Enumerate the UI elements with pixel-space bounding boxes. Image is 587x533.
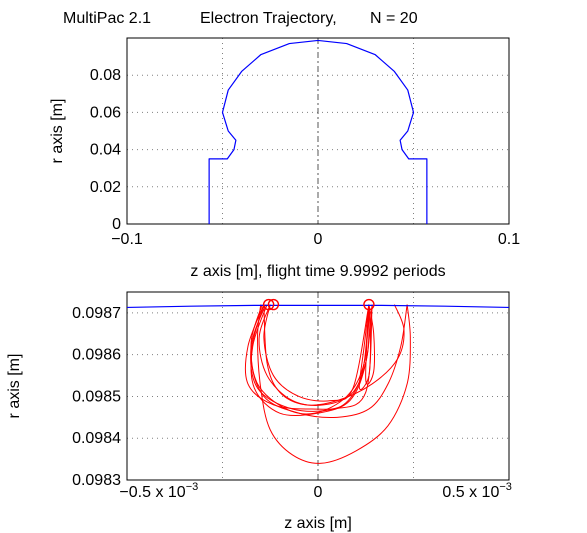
- top-y-tick-label: 0: [112, 216, 121, 233]
- top-y-tick-label: 0.08: [90, 67, 121, 84]
- bottom-y-tick-label: 0.0983: [72, 472, 121, 489]
- plot-title: Electron Trajectory,: [200, 10, 337, 27]
- bottom-x-tick-label: −0.5 x 10−3: [119, 481, 198, 501]
- app-title: MultiPac 2.1: [63, 10, 151, 27]
- electron-trajectory-line: [358, 304, 372, 390]
- top-grid: [127, 38, 509, 224]
- top-x-tick-label: 0.1: [498, 231, 520, 248]
- impact-marker: [262, 298, 275, 311]
- electron-trajectory-line: [250, 304, 408, 418]
- bottom-y-axis-label: r axis [m]: [6, 354, 23, 419]
- bottom-plot: 0.0983 0.0984 0.0985 0.0986 0.0987 −0.5 x 10−…: [6, 291, 512, 532]
- top-plot-frame: [126, 37, 510, 225]
- impact-marker: [363, 298, 375, 311]
- top-y-tick-label: 0.02: [90, 179, 121, 196]
- bottom-x-tick-label: 0.5 x 10−3: [442, 481, 511, 501]
- bottom-y-tick-label: 0.0985: [72, 388, 121, 405]
- top-y-tick-label: 0.04: [90, 142, 121, 159]
- electron-trajectory-line: [250, 304, 373, 412]
- top-x-tick-label: 0: [314, 231, 323, 248]
- bottom-plot-frame: [126, 291, 510, 481]
- electron-trajectory-line: [365, 304, 376, 385]
- bottom-x-tick-label: 0: [314, 484, 323, 501]
- top-plot: 00.020.040.060.08−0.1 0 0.1 z axis [m], fl…: [49, 37, 520, 280]
- bottom-tick-labels: 0.0983 0.0984 0.0985 0.0986 0.0987 −0.5 x 10−…: [72, 305, 512, 501]
- top-x-axis-label: z axis [m], flight time 9.9992 periods: [190, 263, 445, 280]
- electron-trajectory-line: [263, 304, 405, 406]
- particle-count: N = 20: [370, 10, 418, 27]
- bottom-y-tick-label: 0.0986: [72, 347, 121, 364]
- cavity-boundary-line: [208, 39, 428, 224]
- impact-marker: [267, 298, 280, 311]
- electron-trajectory-line: [257, 304, 411, 464]
- bottom-series-group: [126, 298, 510, 464]
- bottom-grid: [127, 292, 509, 480]
- electron-trajectory-line: [244, 304, 370, 410]
- top-y-tick-label: 0.06: [90, 104, 121, 121]
- top-series-group: [208, 39, 428, 224]
- bottom-x-axis-label: z axis [m]: [284, 515, 352, 532]
- electron-trajectory-line: [263, 304, 370, 402]
- top-x-tick-label: −0.1: [111, 231, 143, 248]
- top-tick-labels: 00.020.040.060.08−0.1 0 0.1: [90, 67, 520, 248]
- bottom-y-tick-label: 0.0984: [72, 430, 121, 447]
- top-y-axis-label: r axis [m]: [49, 99, 66, 164]
- bottom-y-tick-label: 0.0987: [72, 305, 121, 322]
- cavity-boundary-line: [126, 304, 510, 309]
